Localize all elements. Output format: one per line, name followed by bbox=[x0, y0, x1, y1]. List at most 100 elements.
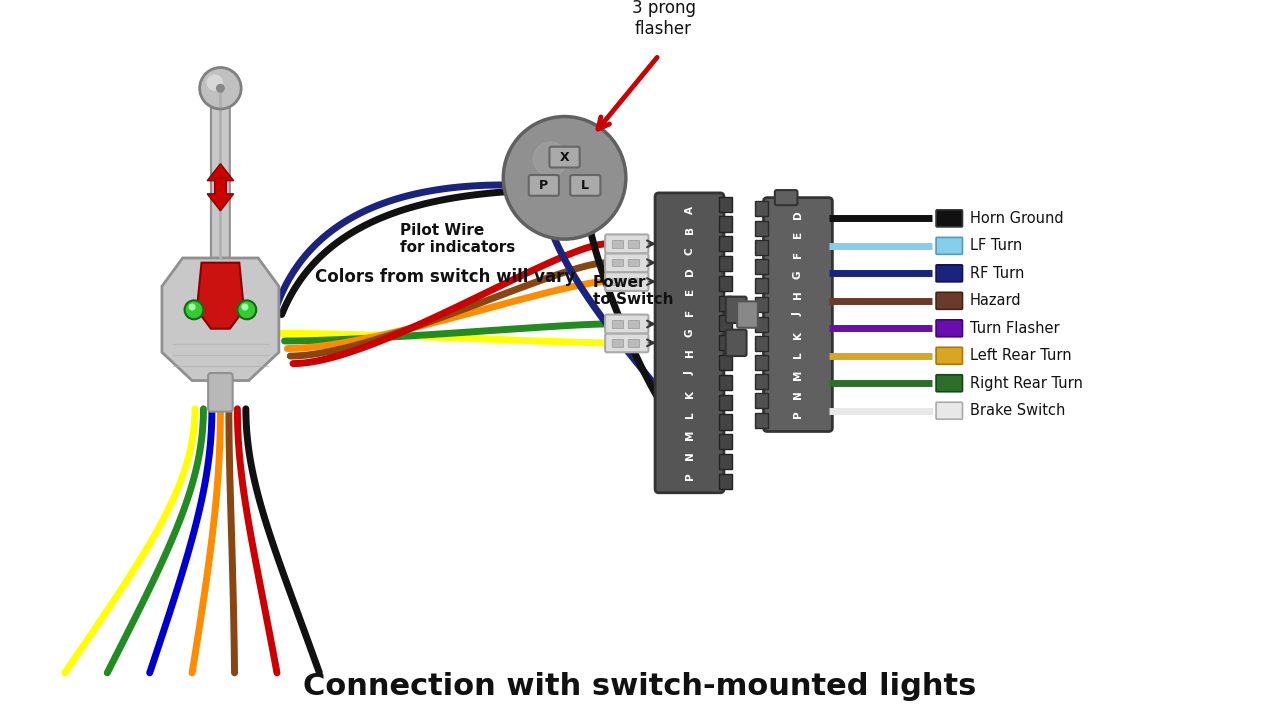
Polygon shape bbox=[163, 258, 279, 381]
Text: J: J bbox=[792, 312, 803, 317]
FancyBboxPatch shape bbox=[627, 278, 639, 285]
Text: Pilot Wire
for indicators: Pilot Wire for indicators bbox=[399, 223, 515, 256]
Circle shape bbox=[534, 142, 567, 176]
FancyBboxPatch shape bbox=[612, 320, 623, 328]
FancyBboxPatch shape bbox=[211, 87, 230, 261]
Text: Right Rear Turn: Right Rear Turn bbox=[970, 376, 1083, 391]
Text: M: M bbox=[792, 369, 803, 379]
Text: X: X bbox=[559, 150, 570, 163]
FancyBboxPatch shape bbox=[719, 256, 732, 271]
FancyBboxPatch shape bbox=[774, 190, 797, 205]
FancyBboxPatch shape bbox=[612, 240, 623, 248]
Text: H: H bbox=[792, 290, 803, 299]
Circle shape bbox=[189, 304, 195, 310]
Text: M: M bbox=[685, 430, 695, 440]
Text: D: D bbox=[685, 267, 695, 276]
Text: Horn Ground: Horn Ground bbox=[970, 211, 1064, 226]
Text: N: N bbox=[685, 451, 695, 459]
FancyBboxPatch shape bbox=[755, 297, 768, 312]
FancyBboxPatch shape bbox=[936, 238, 963, 254]
FancyBboxPatch shape bbox=[612, 278, 623, 285]
FancyBboxPatch shape bbox=[627, 339, 639, 346]
Text: Brake Switch: Brake Switch bbox=[970, 403, 1065, 418]
Text: K: K bbox=[685, 390, 695, 398]
Polygon shape bbox=[197, 263, 244, 329]
Text: Turn Flasher: Turn Flasher bbox=[970, 321, 1060, 336]
FancyBboxPatch shape bbox=[755, 336, 768, 351]
Text: P: P bbox=[539, 179, 548, 192]
FancyBboxPatch shape bbox=[719, 315, 732, 330]
FancyBboxPatch shape bbox=[755, 374, 768, 390]
FancyBboxPatch shape bbox=[605, 272, 649, 291]
FancyBboxPatch shape bbox=[755, 355, 768, 370]
FancyBboxPatch shape bbox=[936, 375, 963, 392]
Text: J: J bbox=[685, 372, 695, 375]
FancyBboxPatch shape bbox=[549, 147, 580, 168]
FancyBboxPatch shape bbox=[719, 217, 732, 232]
Text: 3 prong
flasher: 3 prong flasher bbox=[631, 0, 695, 38]
Text: Left Rear Turn: Left Rear Turn bbox=[970, 348, 1071, 364]
FancyBboxPatch shape bbox=[936, 292, 963, 310]
Text: F: F bbox=[685, 309, 695, 316]
FancyBboxPatch shape bbox=[605, 333, 649, 352]
FancyBboxPatch shape bbox=[719, 276, 732, 291]
FancyBboxPatch shape bbox=[655, 193, 724, 492]
Text: L: L bbox=[685, 411, 695, 418]
Circle shape bbox=[242, 304, 248, 310]
Text: Power
to Switch: Power to Switch bbox=[593, 275, 673, 307]
Polygon shape bbox=[207, 178, 234, 211]
FancyBboxPatch shape bbox=[755, 278, 768, 293]
FancyBboxPatch shape bbox=[737, 302, 758, 328]
Text: D: D bbox=[792, 210, 803, 219]
FancyBboxPatch shape bbox=[605, 235, 649, 253]
FancyBboxPatch shape bbox=[627, 240, 639, 248]
FancyBboxPatch shape bbox=[936, 265, 963, 282]
FancyBboxPatch shape bbox=[755, 202, 768, 217]
Text: L: L bbox=[792, 351, 803, 358]
Circle shape bbox=[184, 300, 204, 319]
FancyBboxPatch shape bbox=[726, 330, 746, 356]
FancyBboxPatch shape bbox=[605, 253, 649, 272]
Circle shape bbox=[237, 300, 256, 319]
Text: Colors from switch will vary: Colors from switch will vary bbox=[315, 268, 575, 286]
Polygon shape bbox=[207, 163, 234, 197]
Text: RF Turn: RF Turn bbox=[970, 266, 1024, 281]
Circle shape bbox=[503, 117, 626, 239]
FancyBboxPatch shape bbox=[719, 375, 732, 390]
FancyBboxPatch shape bbox=[764, 197, 832, 431]
FancyBboxPatch shape bbox=[719, 197, 732, 212]
Text: Connection with switch-mounted lights: Connection with switch-mounted lights bbox=[303, 672, 977, 701]
FancyBboxPatch shape bbox=[719, 415, 732, 430]
Text: N: N bbox=[792, 390, 803, 399]
FancyBboxPatch shape bbox=[719, 434, 732, 449]
FancyBboxPatch shape bbox=[627, 259, 639, 266]
Text: H: H bbox=[685, 348, 695, 357]
FancyBboxPatch shape bbox=[719, 236, 732, 251]
FancyBboxPatch shape bbox=[936, 402, 963, 419]
FancyBboxPatch shape bbox=[719, 336, 732, 351]
FancyBboxPatch shape bbox=[570, 175, 600, 196]
FancyBboxPatch shape bbox=[529, 175, 559, 196]
Text: Hazard: Hazard bbox=[970, 293, 1021, 308]
Circle shape bbox=[216, 84, 224, 92]
FancyBboxPatch shape bbox=[755, 259, 768, 274]
FancyBboxPatch shape bbox=[209, 373, 233, 412]
Text: F: F bbox=[792, 251, 803, 258]
Text: K: K bbox=[792, 330, 803, 338]
Text: E: E bbox=[792, 231, 803, 238]
Text: A: A bbox=[685, 206, 695, 214]
FancyBboxPatch shape bbox=[719, 395, 732, 410]
Text: B: B bbox=[685, 226, 695, 234]
FancyBboxPatch shape bbox=[755, 317, 768, 332]
FancyBboxPatch shape bbox=[936, 320, 963, 337]
Text: E: E bbox=[685, 288, 695, 295]
FancyBboxPatch shape bbox=[726, 297, 746, 323]
Text: P: P bbox=[792, 410, 803, 418]
FancyBboxPatch shape bbox=[755, 220, 768, 235]
FancyBboxPatch shape bbox=[936, 210, 963, 227]
FancyBboxPatch shape bbox=[612, 259, 623, 266]
FancyBboxPatch shape bbox=[719, 355, 732, 370]
Text: L: L bbox=[581, 179, 589, 192]
FancyBboxPatch shape bbox=[936, 347, 963, 364]
Circle shape bbox=[200, 68, 241, 109]
